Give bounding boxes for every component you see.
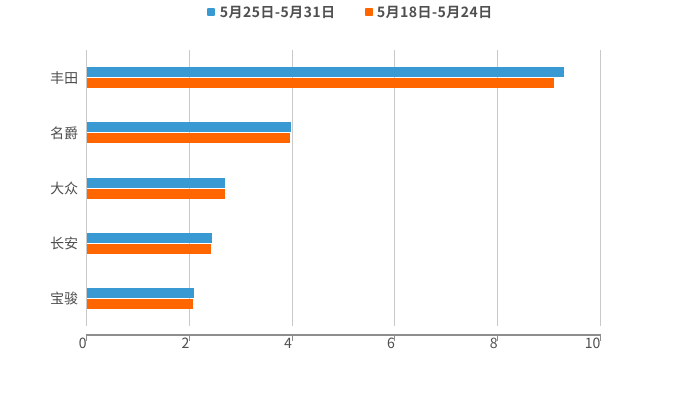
category-label xyxy=(50,126,78,140)
grid-line xyxy=(291,49,293,326)
category-label-text: 长安 xyxy=(0,0,1,1)
axis-tick xyxy=(188,335,190,341)
legend-marker-week2[interactable] xyxy=(207,8,215,16)
x-tick-label xyxy=(585,337,600,349)
grid-line xyxy=(86,49,87,326)
category-label xyxy=(50,181,78,195)
category-label-text: 名爵 xyxy=(0,0,1,1)
x-tick-label xyxy=(490,337,497,349)
bar-week1[interactable] xyxy=(87,188,225,199)
bar-week1[interactable] xyxy=(87,133,291,144)
x-axis-line xyxy=(86,334,601,336)
category-label xyxy=(51,291,78,305)
bar-week2[interactable] xyxy=(87,177,225,188)
legend-label-text: 5月18日-5月24日 xyxy=(0,0,1,1)
x-tick-label xyxy=(387,337,395,349)
category-label-text: 大众 xyxy=(0,0,1,1)
axis-tick xyxy=(599,335,601,341)
bar-week2[interactable] xyxy=(87,122,291,133)
axis-tick xyxy=(291,335,293,341)
legend-item-label[interactable] xyxy=(377,5,491,19)
axis-tick xyxy=(497,335,499,341)
x-tick-label xyxy=(284,337,292,348)
category-label-text: 宝骏 xyxy=(0,0,1,1)
bar-week2[interactable] xyxy=(87,232,212,243)
legend-label-text: 5月25日-5月31日 xyxy=(0,0,1,1)
legend-item-label[interactable] xyxy=(220,5,333,19)
bar-week1[interactable] xyxy=(87,243,212,254)
bar-week2[interactable] xyxy=(87,287,194,298)
x-tick-label xyxy=(182,337,189,348)
bar-week1[interactable] xyxy=(87,78,555,89)
axis-tick xyxy=(394,335,396,341)
grid-line xyxy=(497,49,499,326)
category-label xyxy=(50,236,78,250)
legend-marker-week1[interactable] xyxy=(364,8,373,16)
axis-tick xyxy=(86,335,87,341)
category-label xyxy=(50,71,77,85)
grid-line xyxy=(188,49,190,326)
bar-week2[interactable] xyxy=(87,67,565,78)
grid-line xyxy=(394,49,396,326)
grid-line xyxy=(599,49,601,326)
bar-week1[interactable] xyxy=(87,298,194,309)
x-tick-label xyxy=(79,337,86,349)
category-label-text: 丰田 xyxy=(0,0,1,1)
